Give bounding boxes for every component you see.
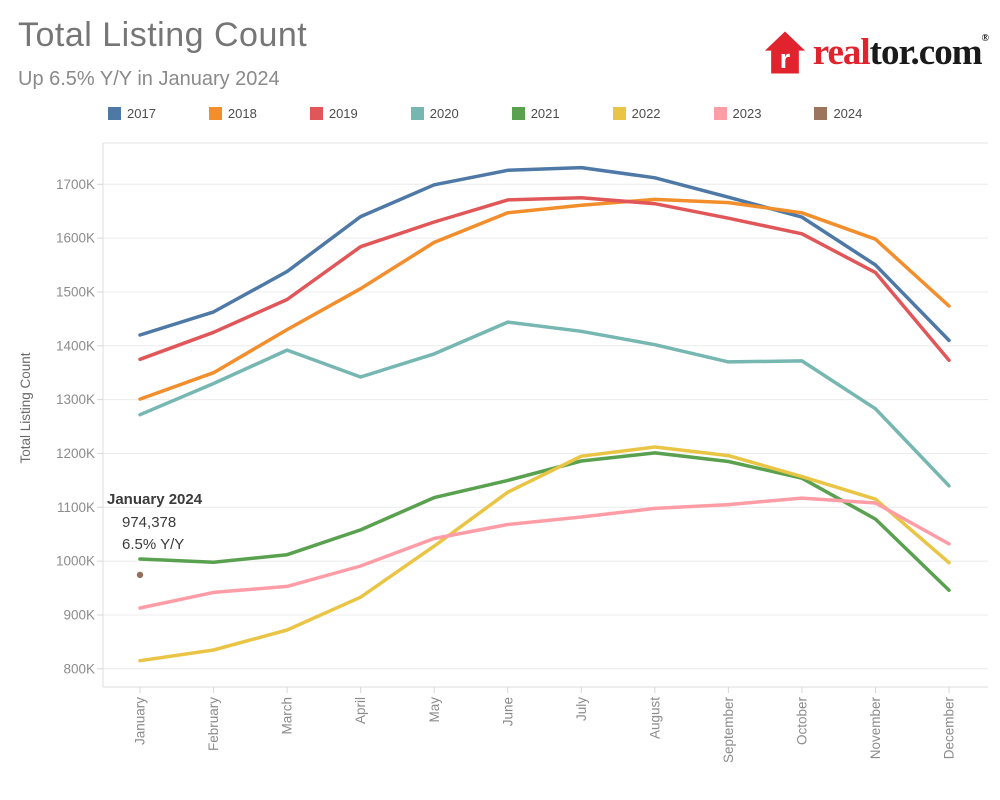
y-axis-label-1300K: 1300K <box>56 392 95 407</box>
legend-item-2020[interactable]: 2020 <box>410 106 459 121</box>
series-line-2017[interactable] <box>138 165 951 343</box>
legend-label: 2022 <box>631 106 661 121</box>
x-axis-label-February: February <box>206 697 221 751</box>
annotation-yoy: 6.5% Y/Y <box>122 536 185 553</box>
x-axis-label-August: August <box>647 697 662 739</box>
y-axis-label-900K: 900K <box>63 607 95 622</box>
series-line-2022[interactable] <box>138 445 951 663</box>
y-axis-label-1600K: 1600K <box>56 231 95 246</box>
y-axis-label-1400K: 1400K <box>56 338 95 353</box>
legend-item-2019[interactable]: 2019 <box>309 106 358 121</box>
series-line-2023[interactable] <box>138 496 951 610</box>
legend-item-2024[interactable]: 2024 <box>814 106 862 121</box>
y-axis-label-1200K: 1200K <box>56 446 95 461</box>
legend-label: 2020 <box>429 106 459 121</box>
legend-label: 2019 <box>328 106 358 121</box>
x-axis-label-May: May <box>427 697 442 723</box>
series-line-2020[interactable] <box>138 320 951 488</box>
x-axis-label-January: January <box>133 697 148 745</box>
legend-swatch-2020 <box>410 107 424 120</box>
legend-item-2021[interactable]: 2021 <box>511 106 560 121</box>
x-axis-label-April: April <box>353 697 368 724</box>
series-line-2021[interactable] <box>138 451 951 592</box>
legend-item-2018[interactable]: 2018 <box>208 106 257 121</box>
logo-torcom-text: tor.com <box>869 32 983 73</box>
realtor-logo[interactable]: r realtor.com® <box>764 30 990 75</box>
legend-swatch-2021 <box>511 107 525 120</box>
house-icon: r <box>764 31 805 74</box>
legend-item-2017[interactable]: 2017 <box>108 106 156 121</box>
legend-swatch-2023 <box>713 107 727 120</box>
logo-real-text: real <box>812 32 871 73</box>
legend-swatch-2018 <box>208 107 222 120</box>
legend-label: 2023 <box>732 106 762 121</box>
legend-item-2022[interactable]: 2022 <box>612 106 661 121</box>
x-axis-label-October: October <box>795 697 810 746</box>
legend-label: 2017 <box>127 106 156 121</box>
chart-legend: 2017 2018 2019 2020 2021 2022 2023 2024 <box>108 106 862 121</box>
y-axis-label-800K: 800K <box>63 661 95 676</box>
registered-mark: ® <box>981 33 990 44</box>
jan-2024-annotation: January 2024 974,378 6.5% Y/Y <box>107 489 202 557</box>
page-title: Total Listing Count <box>18 16 308 54</box>
series-line-2018[interactable] <box>138 197 951 401</box>
annotation-date: January 2024 <box>107 491 203 508</box>
x-axis-label-July: July <box>574 697 589 721</box>
legend-label: 2024 <box>833 106 863 121</box>
legend-swatch-2022 <box>612 107 626 120</box>
y-axis-label-1000K: 1000K <box>56 554 95 569</box>
logo-wordmark: realtor.com® <box>812 32 990 73</box>
y-axis-label-1500K: 1500K <box>56 284 95 299</box>
data-point-2024-january[interactable] <box>136 571 144 579</box>
svg-text:r: r <box>780 44 790 74</box>
x-axis-label-June: June <box>500 697 515 726</box>
x-axis-label-September: September <box>721 697 736 764</box>
legend-label: 2021 <box>530 106 560 121</box>
page-subtitle: Up 6.5% Y/Y in January 2024 <box>18 68 280 90</box>
y-axis-label-1100K: 1100K <box>57 500 95 515</box>
legend-label: 2018 <box>227 106 257 121</box>
legend-swatch-2017 <box>108 107 121 120</box>
x-axis-label-December: December <box>942 697 957 760</box>
x-axis-label-November: November <box>868 697 883 760</box>
legend-item-2023[interactable]: 2023 <box>713 106 762 121</box>
legend-swatch-2024 <box>814 107 828 120</box>
y-axis-label-1700K: 1700K <box>56 177 95 192</box>
legend-swatch-2019 <box>309 107 323 120</box>
x-axis-label-March: March <box>280 697 295 735</box>
series-line-2019[interactable] <box>138 196 951 363</box>
annotation-value: 974,378 <box>122 513 177 531</box>
